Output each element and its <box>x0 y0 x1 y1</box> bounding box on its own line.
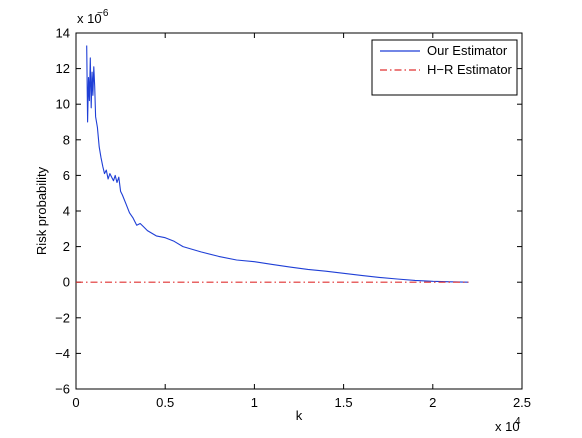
x-tick-label: 1 <box>251 395 258 410</box>
y-exponent-base: x 10 <box>77 11 102 26</box>
x-axis-ticks: 0 0.5 1 1.5 2 2.5 <box>72 33 531 410</box>
series-layer <box>76 45 469 283</box>
legend-label-hr-estimator: H−R Estimator <box>427 62 513 77</box>
x-tick-label: 0 <box>72 395 79 410</box>
y-tick-label: 14 <box>56 26 70 41</box>
y-tick-label: 0 <box>63 275 70 290</box>
y-tick-label: 12 <box>56 61 70 76</box>
y-axis-title: Risk probability <box>34 166 49 255</box>
x-tick-label: 2.5 <box>513 395 531 410</box>
series-line-our-estimator <box>86 45 469 283</box>
x-exponent-base: x 10 <box>495 419 520 434</box>
y-exponent-label: x 10 −6 <box>77 8 109 26</box>
y-axis-ticks: −6 −4 −2 0 2 4 6 8 10 12 14 <box>55 26 522 397</box>
y-tick-label: 2 <box>63 239 70 254</box>
legend: Our Estimator H−R Estimator <box>371 39 518 96</box>
x-exponent-label: x 10 4 <box>495 416 521 434</box>
legend-label-our-estimator: Our Estimator <box>427 43 508 58</box>
y-tick-label: −4 <box>55 346 70 361</box>
y-tick-label: −2 <box>55 310 70 325</box>
y-tick-label: 10 <box>56 97 70 112</box>
y-tick-label: 8 <box>63 132 70 147</box>
x-tick-label: 2 <box>429 395 436 410</box>
x-tick-label: 0.5 <box>156 395 174 410</box>
x-tick-label: 1.5 <box>335 395 353 410</box>
y-exponent-power: −6 <box>97 8 109 19</box>
y-tick-label: −6 <box>55 382 70 397</box>
x-exponent-power: 4 <box>515 416 521 427</box>
x-axis-title: k <box>296 408 303 423</box>
y-tick-label: 6 <box>63 168 70 183</box>
legend-box <box>371 39 518 96</box>
y-tick-label: 4 <box>63 204 70 219</box>
